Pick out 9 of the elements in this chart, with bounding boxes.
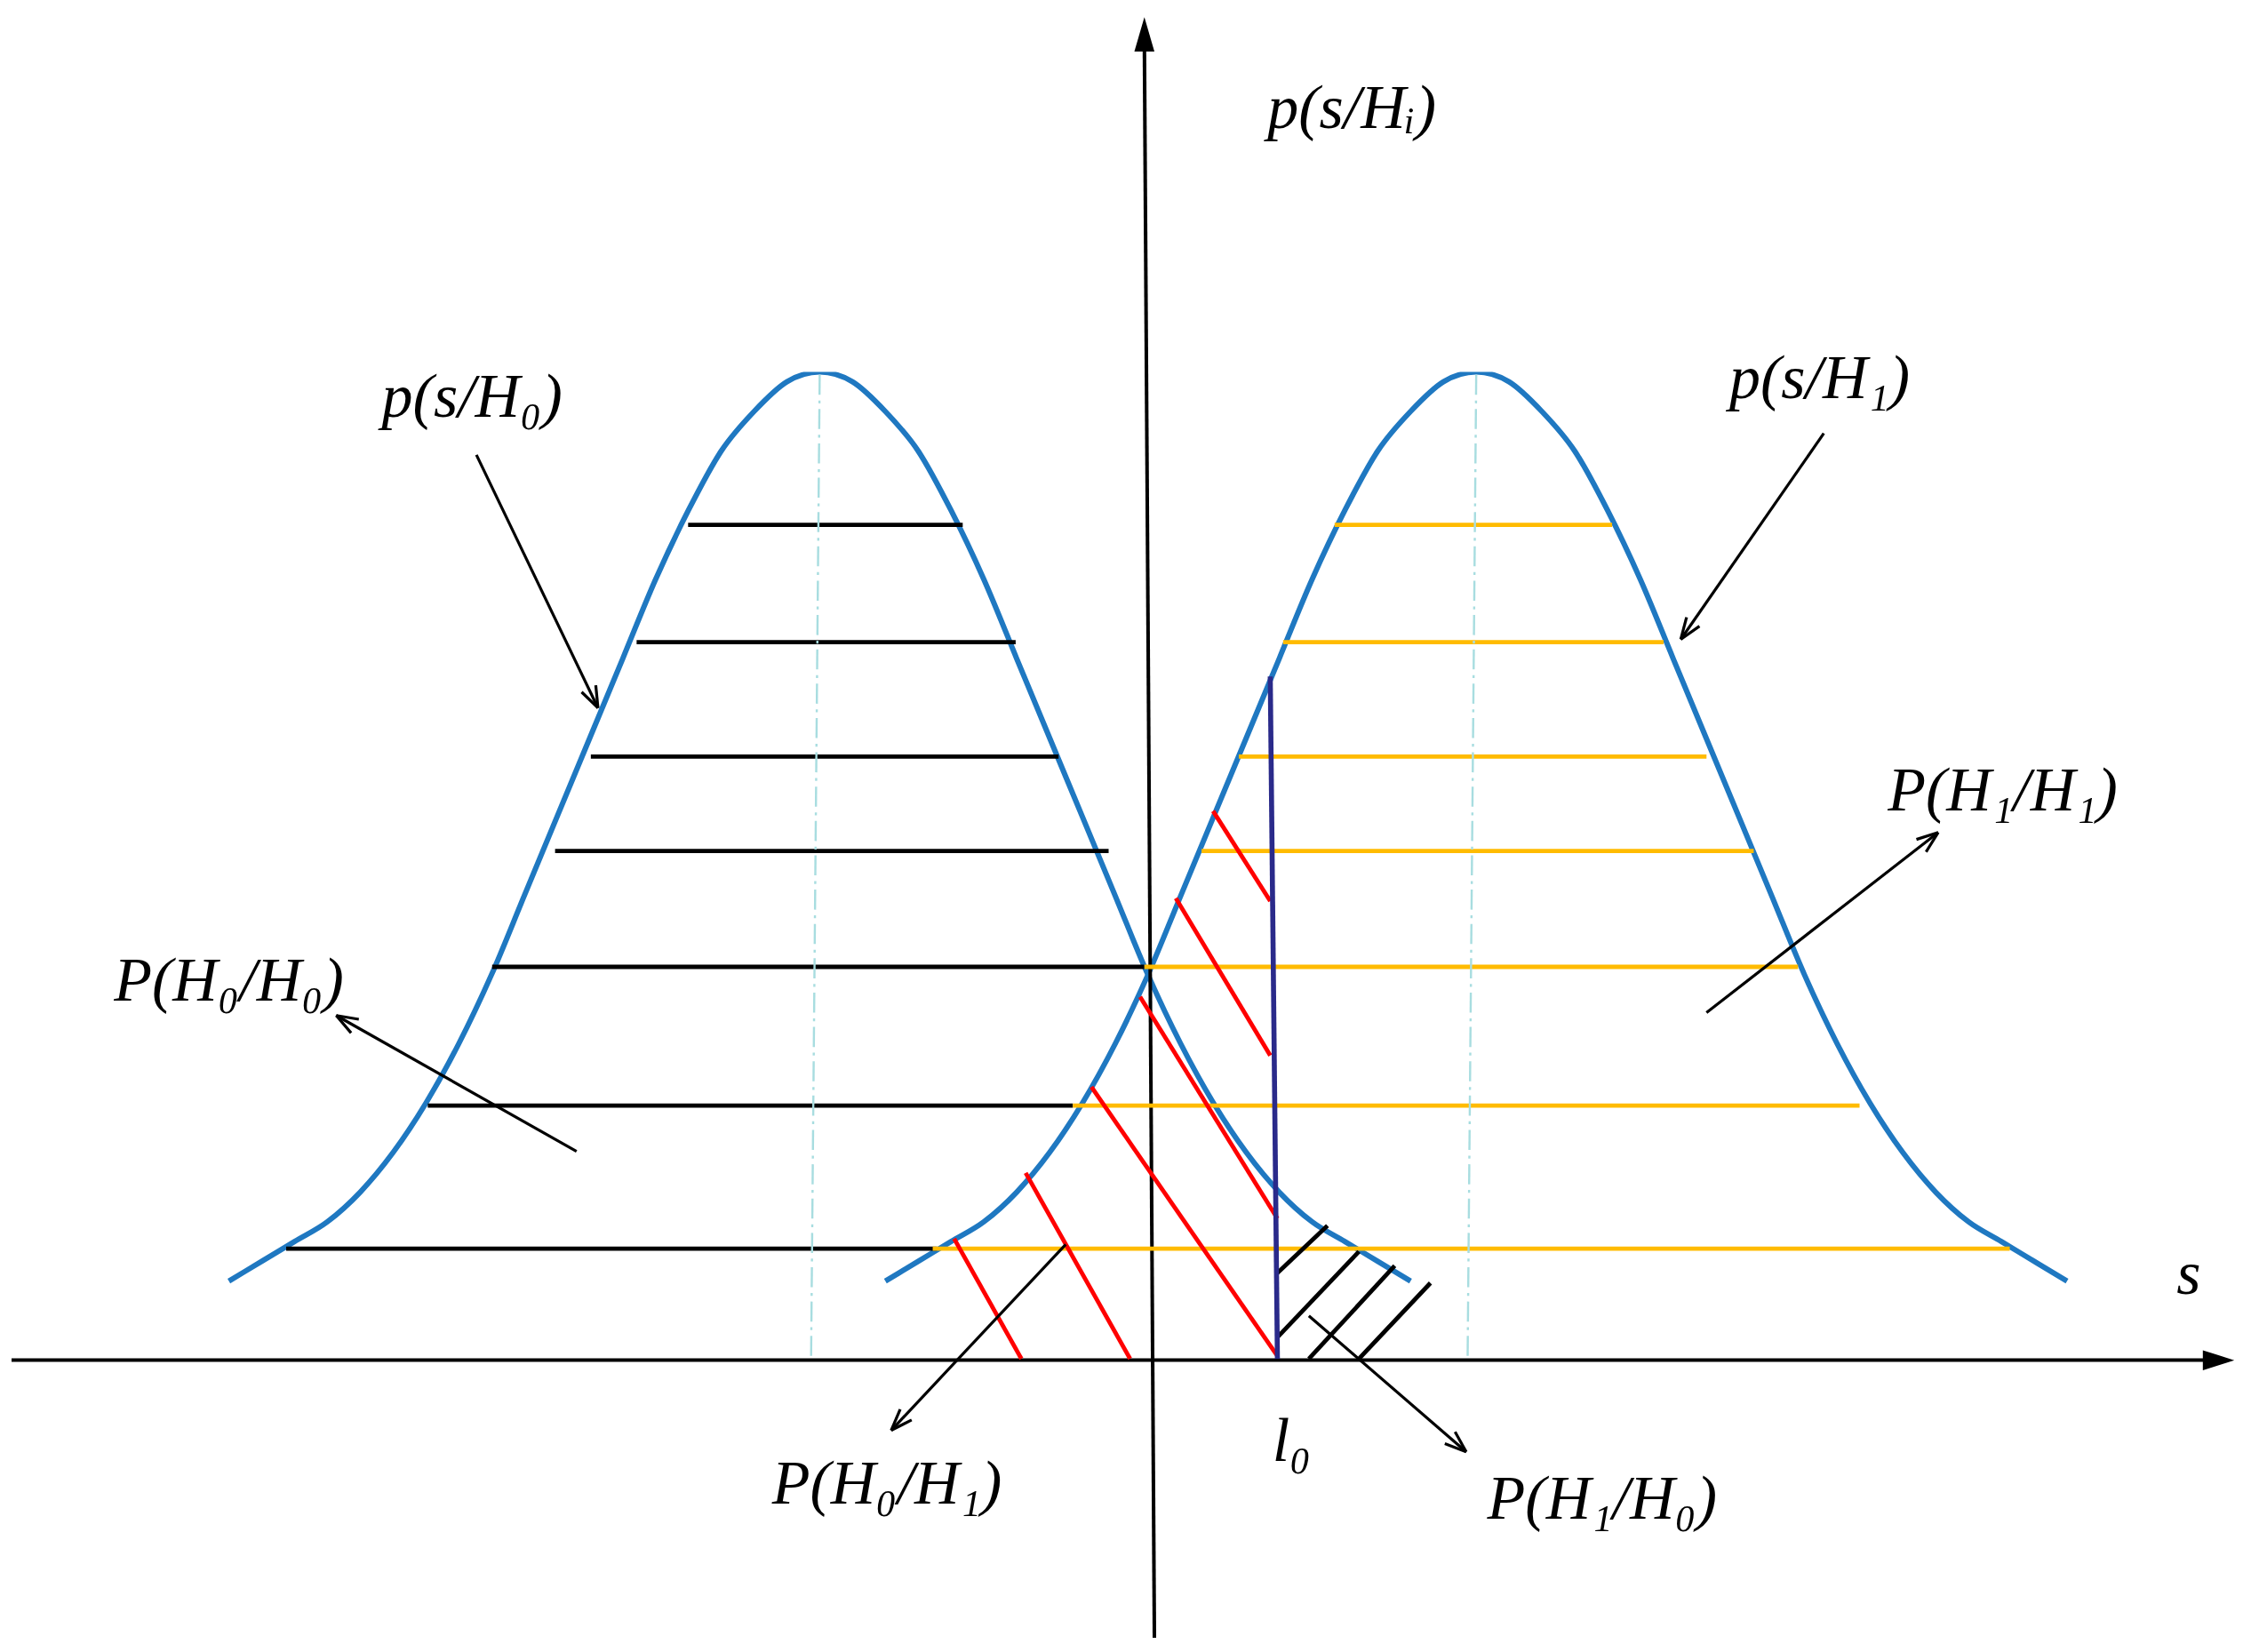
annotation: P(H₀/H₀): [113, 945, 344, 1014]
annotation: P(H₁/H₁): [1887, 754, 2118, 824]
text: l₀: [1272, 1406, 1312, 1475]
x-axis-title: s: [2176, 1238, 2201, 1307]
text: P(H₁/H₀): [1486, 1463, 1718, 1532]
text: P(H₀/H₁): [770, 1448, 1002, 1518]
y-axis-title: p(s/Hᵢ): [1263, 72, 1437, 141]
text: p(s/H₁): [1724, 343, 1911, 412]
text: p(s/H₀): [377, 362, 563, 431]
